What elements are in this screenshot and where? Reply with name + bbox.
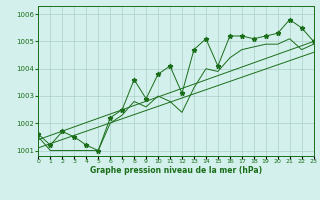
X-axis label: Graphe pression niveau de la mer (hPa): Graphe pression niveau de la mer (hPa) [90, 166, 262, 175]
